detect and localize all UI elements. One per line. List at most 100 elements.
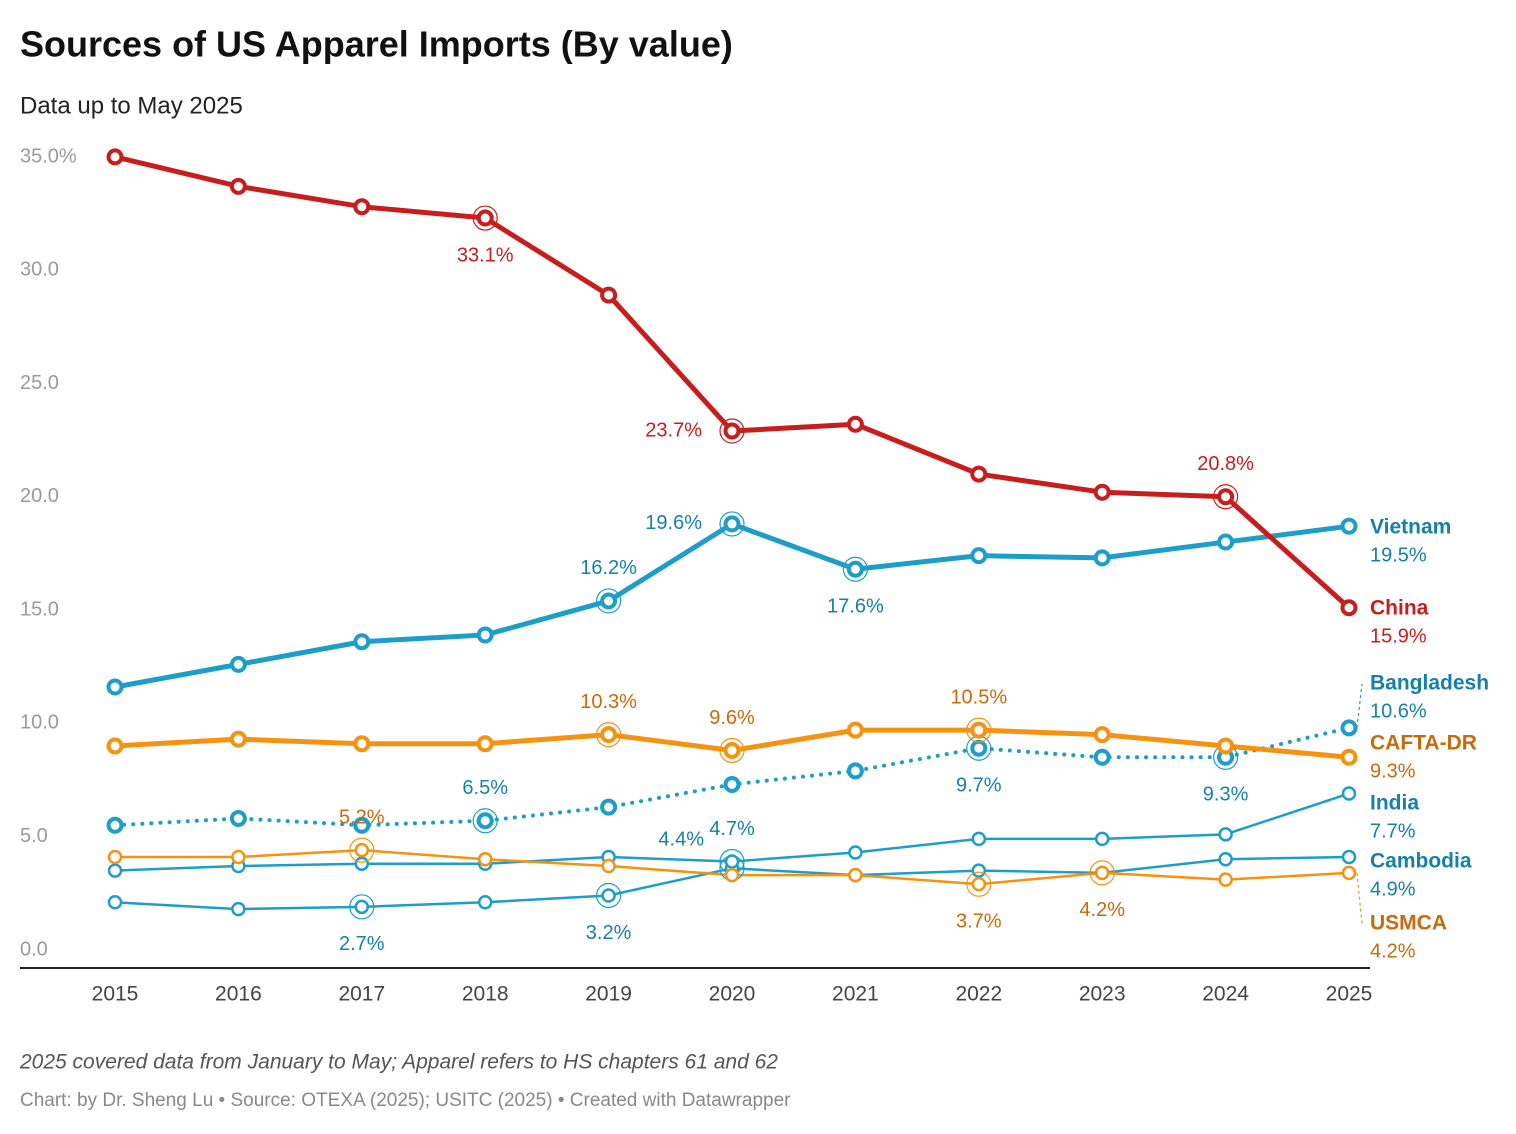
point-marker [354, 899, 370, 915]
point-marker [354, 842, 370, 858]
legend-label: Cambodia [1370, 850, 1472, 873]
point-marker [601, 858, 616, 874]
highlight-ring [966, 717, 992, 743]
point-marker [229, 177, 247, 195]
highlight-ring [349, 837, 375, 863]
series-line [112, 521, 1352, 690]
point-marker [353, 633, 371, 651]
point-marker [723, 741, 741, 759]
point-marker [1340, 517, 1358, 535]
y-tick-label: 20.0 [20, 485, 59, 507]
lines [112, 154, 1352, 911]
highlight-ring [719, 737, 745, 764]
point-marker [476, 209, 494, 227]
point-marker [600, 726, 618, 744]
highlight-ring [595, 882, 622, 909]
point-marker [229, 730, 247, 748]
x-tick-label: 2022 [955, 983, 1002, 1006]
point-marker [600, 592, 618, 610]
legend-label: CAFTA-DR [1370, 732, 1477, 755]
point-marker [1341, 786, 1357, 801]
point-marker [107, 863, 123, 878]
data-label: 3.7% [956, 910, 1002, 932]
data-label: 4.4% [658, 829, 704, 851]
point-marker [1341, 865, 1357, 881]
legend-label: USMCA [1370, 912, 1447, 935]
point-marker [723, 515, 741, 533]
point-marker [1094, 865, 1110, 881]
highlight-ring [1089, 860, 1115, 886]
y-tick-label: 25.0 [20, 372, 59, 394]
x-tick-label: 2024 [1202, 983, 1249, 1006]
point-marker [970, 721, 988, 739]
point-marker [1218, 851, 1233, 867]
highlight-ring [719, 418, 745, 444]
data-label: 4.7% [709, 818, 755, 840]
y-tick-label: 0.0 [20, 938, 48, 960]
x-tick-label: 2021 [832, 983, 879, 1006]
point-marker [600, 286, 618, 304]
leader-line [1356, 683, 1363, 728]
highlight-ring [472, 808, 498, 834]
point-marker [1217, 488, 1235, 506]
data-label: 19.6% [645, 512, 702, 534]
y-tick-label: 5.0 [20, 825, 48, 847]
data-label: 9.6% [709, 707, 755, 729]
point-marker [1218, 872, 1233, 887]
end-value-label: 4.9% [1370, 878, 1416, 900]
point-marker [1340, 748, 1358, 766]
point-marker [1093, 483, 1111, 501]
point-marker [231, 849, 246, 865]
point-marker [724, 854, 740, 869]
point-marker [723, 775, 741, 793]
data-label: 5.2% [339, 806, 385, 828]
point-marker [353, 735, 371, 753]
point-marker [1093, 726, 1111, 744]
series-line [112, 154, 1352, 611]
data-label: 16.2% [580, 557, 637, 579]
data-label: 4.2% [1079, 899, 1125, 921]
data-label: 20.8% [1197, 453, 1254, 475]
labels: 2.7% 3.2% 4.4% Cambodia 4.9% 4.7% India 7.7% 5.2… [339, 244, 1489, 962]
leader-line [1356, 872, 1363, 925]
point-marker [848, 845, 863, 860]
point-marker [971, 863, 987, 878]
data-label: 3.2% [586, 922, 632, 944]
highlight-ring [842, 556, 869, 582]
y-tick-label: 30.0 [20, 259, 59, 281]
markers [106, 148, 1358, 920]
x-tick-label: 2020 [709, 983, 756, 1006]
data-label: 9.3% [1203, 784, 1249, 806]
point-marker [1340, 599, 1358, 617]
x-tick-label: 2019 [585, 983, 632, 1006]
end-value-label: 4.2% [1370, 940, 1416, 962]
point-marker [1093, 549, 1111, 567]
y-tick-label: 10.0 [20, 712, 59, 734]
point-marker [971, 876, 987, 892]
point-marker [106, 737, 124, 755]
data-label: 10.3% [580, 691, 637, 713]
y-tick-label: 35.0% [20, 145, 77, 167]
point-marker [723, 422, 741, 440]
point-marker [1217, 533, 1235, 551]
point-marker [846, 415, 864, 433]
highlight-ring [595, 722, 622, 748]
end-value-label: 15.9% [1370, 625, 1427, 647]
point-marker [1341, 849, 1357, 865]
point-marker [107, 849, 123, 865]
end-value-label: 7.7% [1370, 820, 1416, 842]
data-label: 17.6% [827, 596, 884, 618]
point-marker [1218, 827, 1233, 842]
data-label: 6.5% [462, 777, 508, 799]
highlight-ring [966, 871, 992, 897]
highlight-ring [719, 511, 745, 537]
highlight-ring [595, 588, 622, 614]
point-marker [1217, 737, 1235, 755]
point-marker [848, 867, 863, 883]
chart-credit: Chart: by Dr. Sheng Lu • Source: OTEXA (… [20, 1090, 791, 1111]
point-marker [846, 721, 864, 739]
data-label: 2.7% [339, 933, 385, 955]
legend-label: India [1370, 792, 1419, 815]
point-marker [1094, 831, 1110, 847]
point-marker [477, 851, 493, 867]
